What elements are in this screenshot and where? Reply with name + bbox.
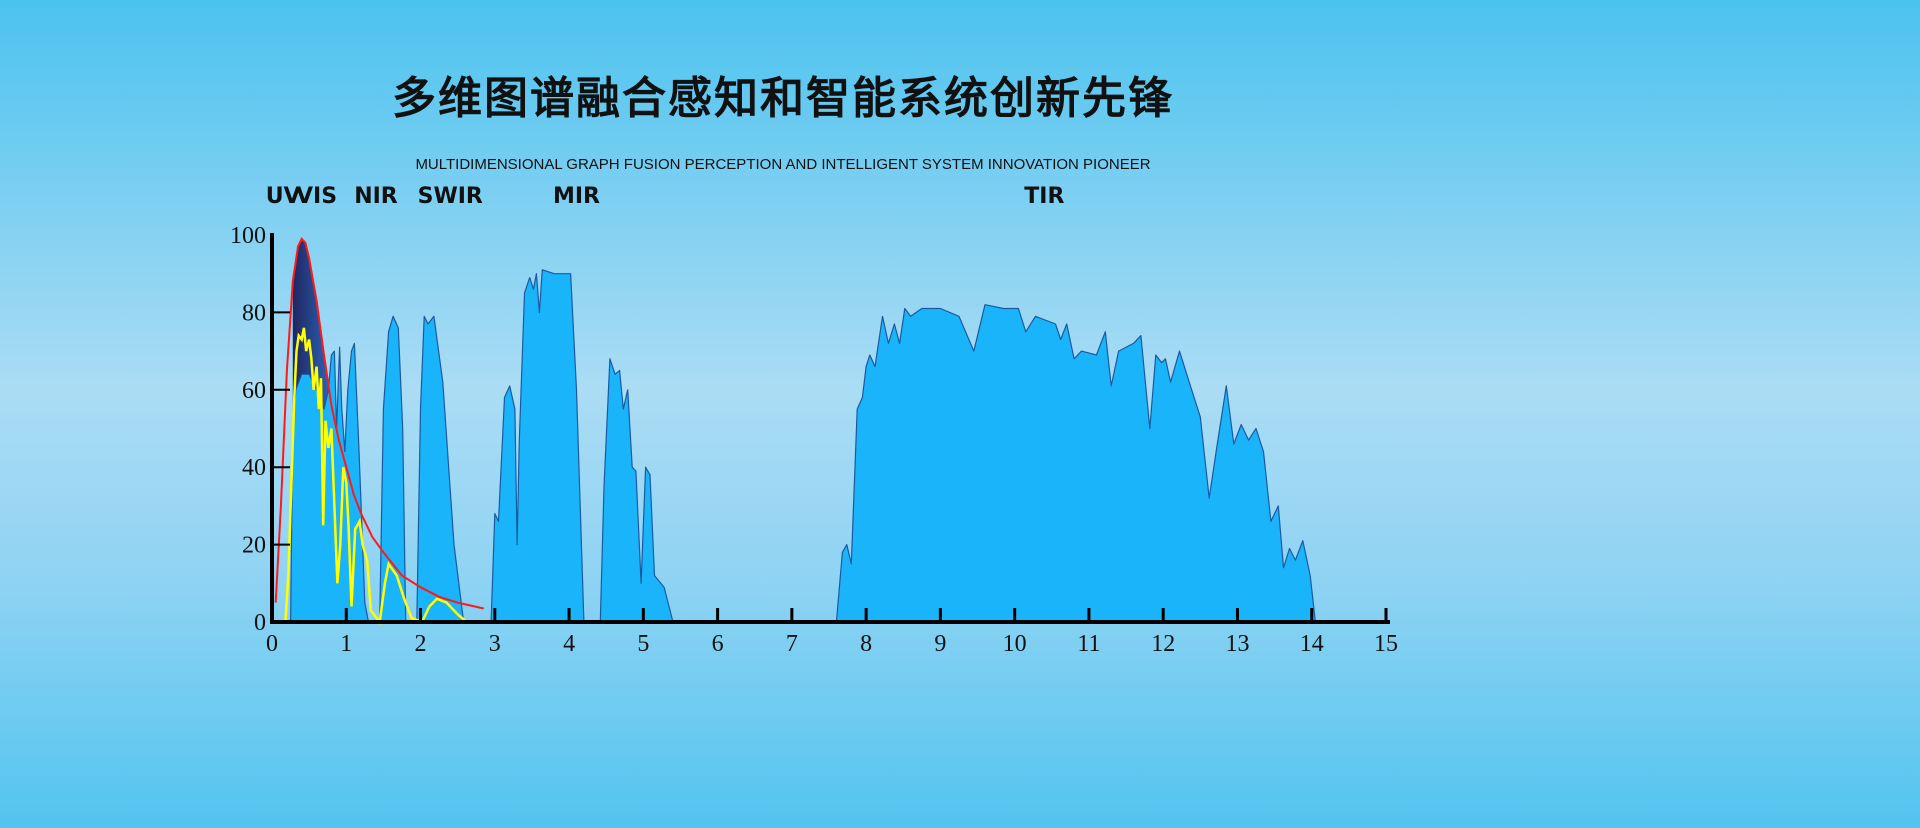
x-tick-label: 10 — [1003, 631, 1027, 657]
band-label-swir: SWIR — [418, 184, 483, 209]
x-tick-label: 8 — [860, 631, 872, 657]
x-tick-label: 7 — [786, 631, 798, 657]
x-tick-label: 11 — [1077, 631, 1100, 657]
x-tick-label: 0 — [266, 631, 278, 657]
x-tick-label: 9 — [934, 631, 946, 657]
x-tick-label: 13 — [1225, 631, 1249, 657]
y-tick-label: 40 — [242, 455, 266, 481]
band-label-nir: NIR — [354, 184, 398, 209]
x-tick-label: 14 — [1300, 631, 1324, 657]
x-tick-label: 12 — [1151, 631, 1175, 657]
x-tick-label: 1 — [340, 631, 352, 657]
band-label-uv: UV — [266, 184, 301, 209]
page-subtitle: MULTIDIMENSIONAL GRAPH FUSION PERCEPTION… — [415, 156, 1151, 173]
y-tick-label: 80 — [242, 300, 266, 326]
x-tick-label: 2 — [415, 631, 427, 657]
band-label-tir: TIR — [1024, 184, 1064, 209]
solar-spectrum-line — [284, 327, 468, 626]
atmospheric-transmission-area — [290, 269, 1317, 623]
x-tick-label: 4 — [563, 631, 575, 657]
page-title: 多维图谱融合感知和智能系统创新先锋 — [392, 73, 1174, 124]
x-tick-label: 5 — [637, 631, 649, 657]
blackbody-curve-line — [274, 237, 484, 610]
x-tick-label: 3 — [489, 631, 501, 657]
y-tick-label: 100 — [230, 223, 266, 249]
band-label-vis: VIS — [296, 184, 337, 209]
band-label-mir: MIR — [553, 184, 600, 209]
y-tick-label: 0 — [254, 610, 266, 636]
y-tick-label: 60 — [242, 378, 266, 404]
x-tick-label: 6 — [712, 631, 724, 657]
y-tick-label: 20 — [242, 533, 266, 559]
x-tick-label: 15 — [1374, 631, 1398, 657]
